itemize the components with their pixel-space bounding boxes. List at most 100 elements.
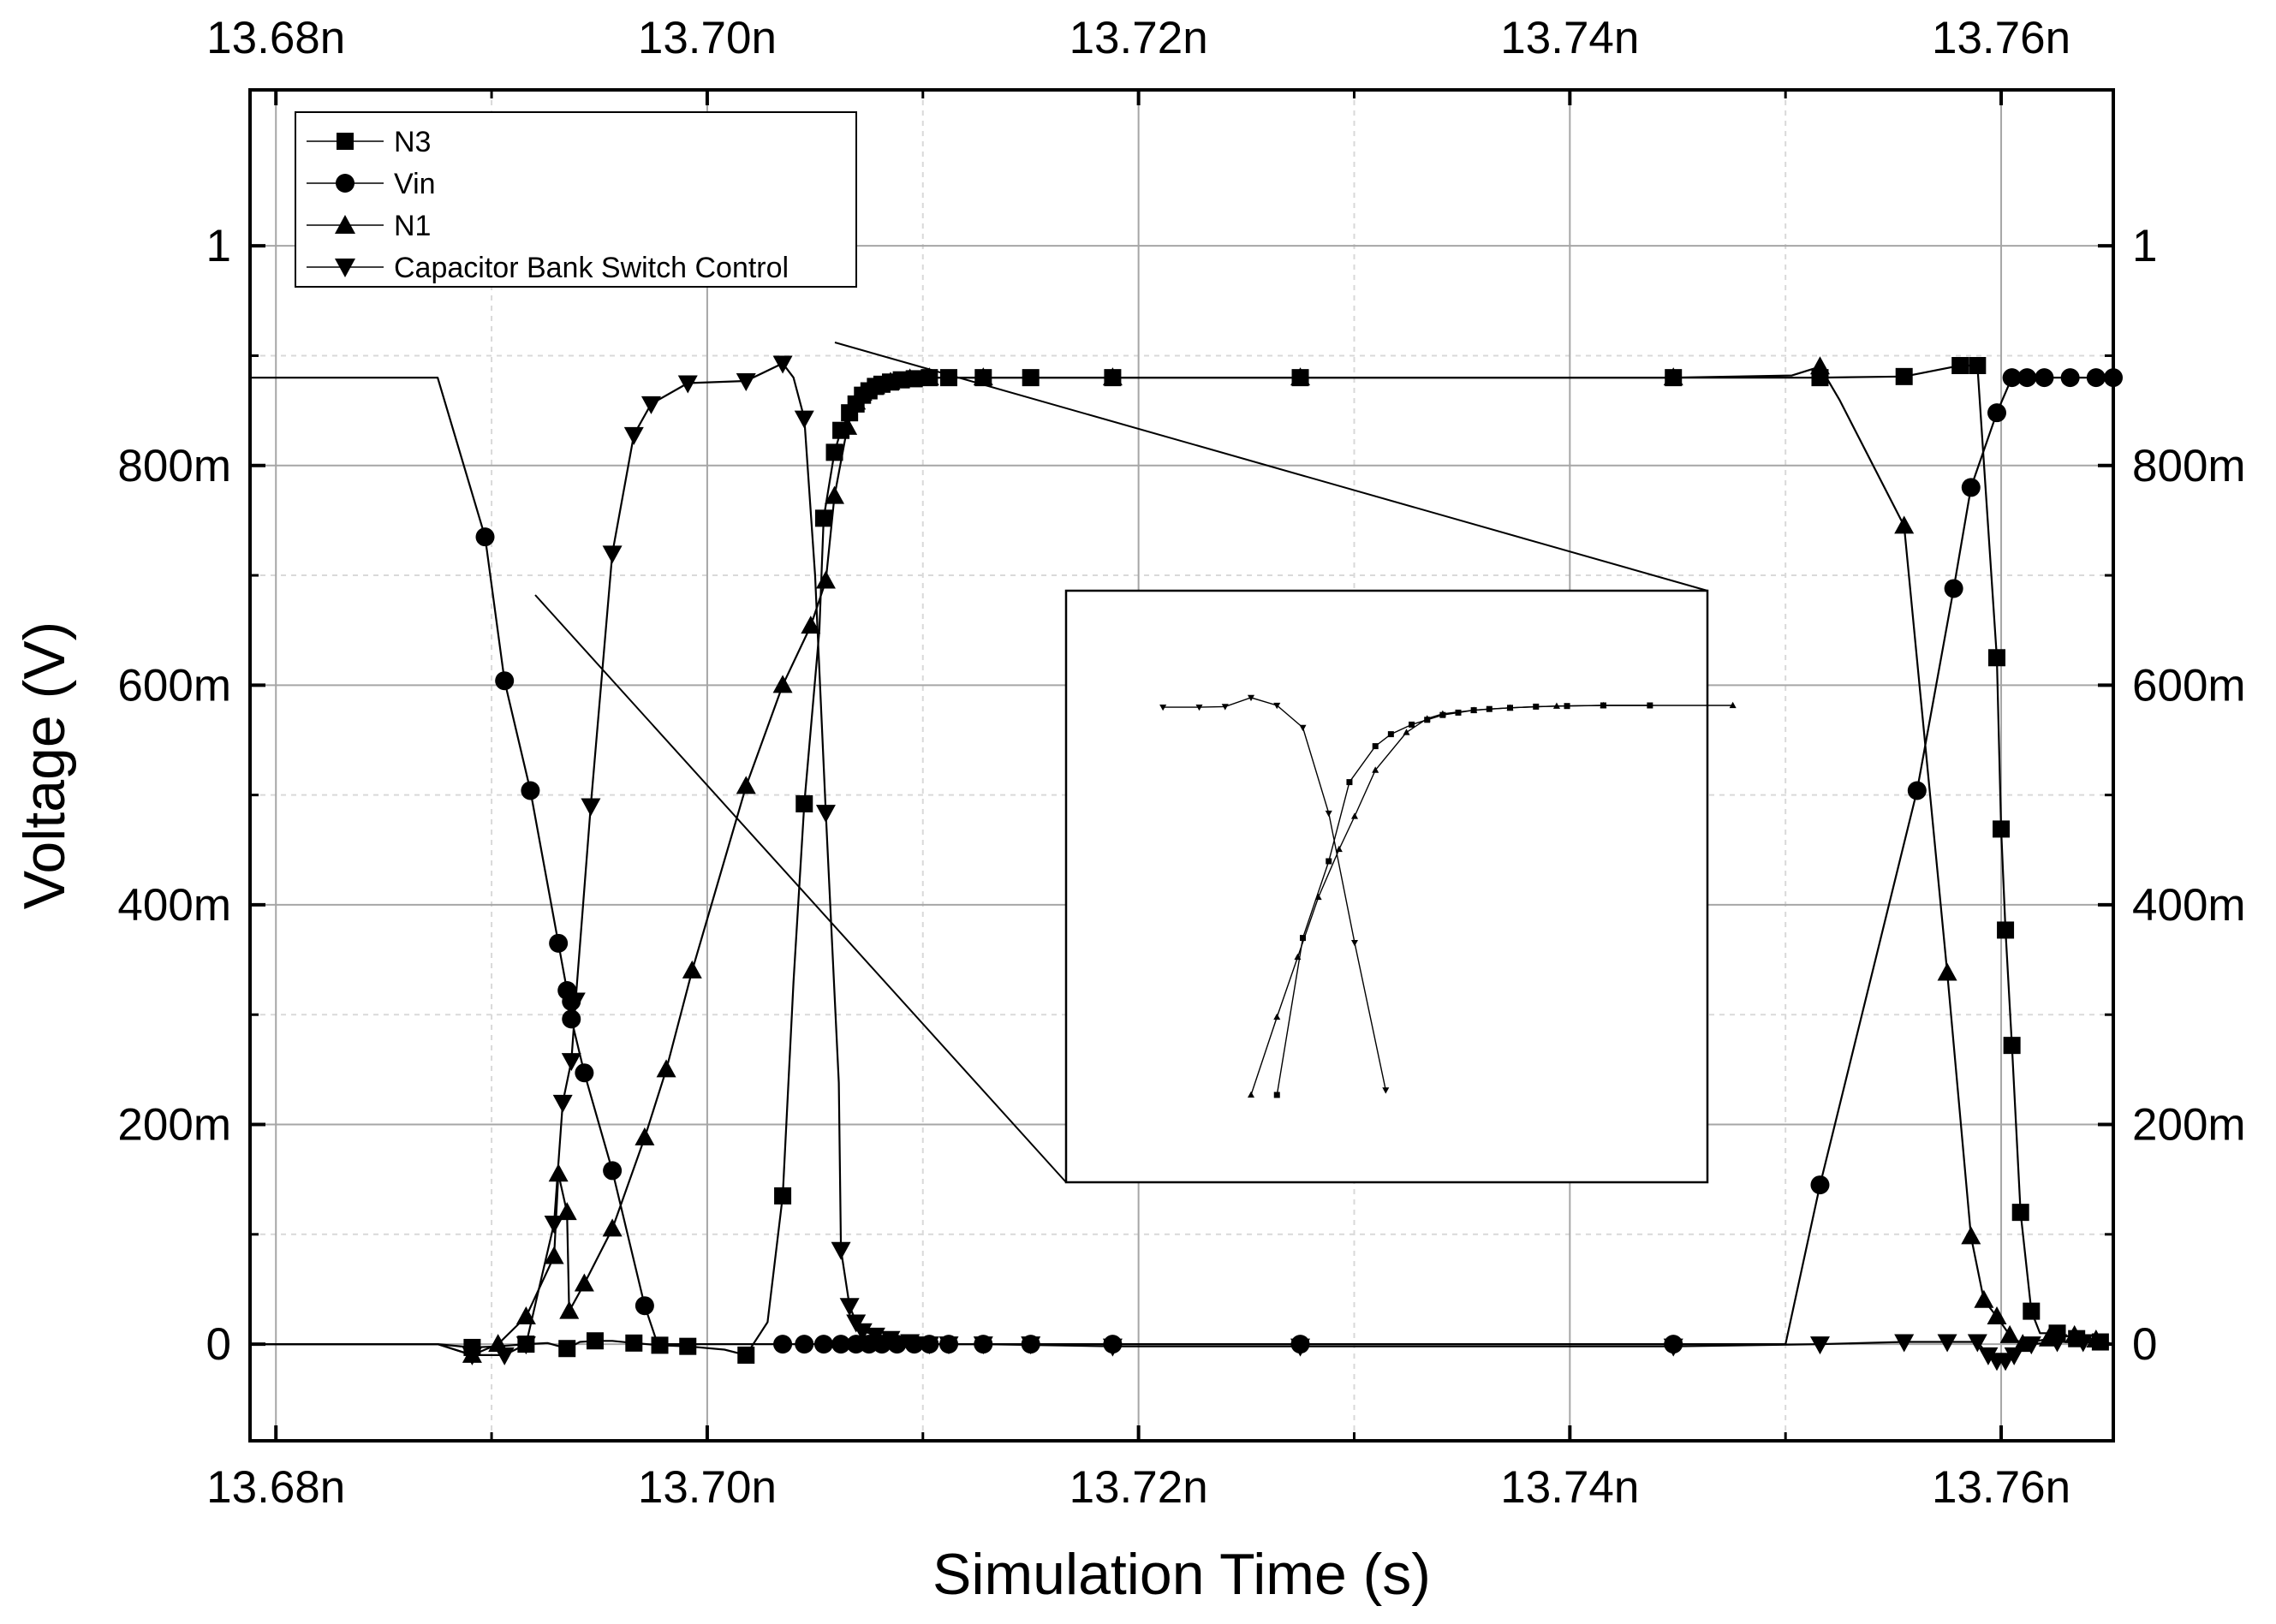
y-tick-label-right: 600m bbox=[2132, 660, 2246, 711]
y-axis-title: Voltage (V) bbox=[12, 622, 77, 909]
point-capacitor-bank-switch-control-triangle-down-marker bbox=[462, 1347, 482, 1365]
point-capacitor-bank-switch-control-triangle-down-marker bbox=[561, 1053, 581, 1072]
point-vin-circle-marker bbox=[2017, 368, 2037, 388]
point-n1-triangle-up-marker bbox=[544, 1246, 564, 1264]
inset-point-capacitor-bank-switch-control-triangle-down-marker bbox=[1325, 810, 1332, 818]
inset-point-n1-triangle-up-marker bbox=[1600, 701, 1607, 709]
point-capacitor-bank-switch-control-triangle-down-marker bbox=[1663, 1338, 1683, 1357]
point-vin-circle-marker bbox=[562, 1009, 581, 1029]
point-capacitor-bank-switch-control-triangle-down-marker bbox=[1809, 1336, 1830, 1355]
legend-label-capacitor-bank-switch-control: Capacitor Bank Switch Control bbox=[394, 252, 789, 284]
point-capacitor-bank-switch-control-triangle-down-marker bbox=[565, 992, 586, 1011]
y-tick-label-left: 400m bbox=[117, 880, 231, 931]
legend-marker-triangle-down bbox=[335, 259, 355, 277]
legend-item-n3: N3 bbox=[307, 126, 431, 158]
x-tick-label-top: 13.74n bbox=[1500, 13, 1639, 63]
point-capacitor-bank-switch-control-triangle-down-marker bbox=[973, 1336, 993, 1355]
legend-label-n1: N1 bbox=[394, 210, 431, 242]
y-tick-label-right: 400m bbox=[2132, 880, 2246, 931]
point-n3-square-marker bbox=[774, 1187, 792, 1205]
point-capacitor-bank-switch-control-triangle-down-marker bbox=[772, 355, 793, 374]
point-n3-square-marker bbox=[1988, 649, 2005, 667]
point-capacitor-bank-switch-control-triangle-down-marker bbox=[2047, 1334, 2068, 1353]
point-capacitor-bank-switch-control-triangle-down-marker bbox=[494, 1347, 515, 1365]
x-tick-label-bottom: 13.68n bbox=[206, 1462, 345, 1513]
point-vin-circle-marker bbox=[813, 1335, 833, 1354]
point-capacitor-bank-switch-control-triangle-down-marker bbox=[552, 1094, 573, 1113]
zoom-inset bbox=[534, 342, 1737, 1184]
point-capacitor-bank-switch-control-triangle-down-marker bbox=[1967, 1334, 1987, 1353]
series-n1 bbox=[250, 356, 2114, 1363]
point-n1-triangle-up-marker bbox=[1987, 1306, 2007, 1325]
point-n3-square-marker bbox=[625, 1334, 643, 1352]
inset-point-n1-triangle-up-marker bbox=[1439, 710, 1446, 717]
point-vin-circle-marker bbox=[2086, 368, 2106, 388]
point-capacitor-bank-switch-control-triangle-down-marker bbox=[1894, 1334, 1915, 1353]
point-vin-circle-marker bbox=[495, 671, 515, 691]
point-vin-circle-marker bbox=[635, 1296, 654, 1316]
inset-point-capacitor-bank-switch-control-triangle-down-marker bbox=[1382, 1087, 1390, 1094]
point-n3-square-marker bbox=[825, 443, 843, 461]
minor-grid bbox=[250, 90, 2113, 1441]
point-capacitor-bank-switch-control-triangle-down-marker bbox=[2021, 1336, 2041, 1355]
point-n1-triangle-up-marker bbox=[602, 1218, 623, 1237]
inset-point-capacitor-bank-switch-control-triangle-down-marker bbox=[1247, 694, 1255, 702]
x-tick-label-top: 13.72n bbox=[1069, 13, 1208, 63]
point-n3-square-marker bbox=[2003, 1037, 2021, 1055]
inset-point-n1-triangle-up-marker bbox=[1506, 704, 1514, 711]
point-capacitor-bank-switch-control-triangle-down-marker bbox=[831, 1241, 851, 1260]
point-capacitor-bank-switch-control-triangle-down-marker bbox=[1978, 1347, 1999, 1365]
inset-point-n1-triangle-up-marker bbox=[1423, 715, 1431, 722]
point-n1-triangle-up-marker bbox=[880, 372, 901, 390]
point-capacitor-bank-switch-control-triangle-down-marker bbox=[1102, 1338, 1123, 1357]
x-tick-label-bottom: 13.76n bbox=[1932, 1462, 2070, 1513]
point-n1-triangle-up-marker bbox=[825, 485, 845, 504]
point-vin-circle-marker bbox=[2002, 368, 2022, 388]
point-n3-square-marker bbox=[1895, 367, 1913, 385]
point-vin-circle-marker bbox=[1961, 478, 1981, 497]
point-n3-square-marker bbox=[795, 794, 813, 812]
point-vin-circle-marker bbox=[795, 1335, 814, 1354]
point-n3-square-marker bbox=[1997, 921, 2015, 939]
point-capacitor-bank-switch-control-triangle-down-marker bbox=[2073, 1334, 2094, 1353]
point-n3-square-marker bbox=[737, 1346, 755, 1364]
point-n1-triangle-up-marker bbox=[1102, 367, 1123, 386]
point-capacitor-bank-switch-control-triangle-down-marker bbox=[623, 426, 644, 445]
y-tick-label-left: 0 bbox=[206, 1319, 231, 1370]
point-n1-triangle-up-marker bbox=[656, 1059, 676, 1078]
legend-marker-circle bbox=[336, 174, 355, 193]
inset-point-n1-triangle-up-marker bbox=[1470, 706, 1478, 713]
point-n3-square-marker bbox=[651, 1336, 669, 1354]
y-tick-label-right: 200m bbox=[2132, 1100, 2246, 1151]
point-n1-triangle-up-marker bbox=[973, 367, 993, 386]
inset-series-capacitor-bank-switch-control bbox=[1159, 694, 1390, 1094]
point-n1-triangle-up-marker bbox=[865, 376, 885, 395]
inset-point-n1-triangle-up-marker bbox=[1314, 893, 1322, 901]
point-n1-triangle-up-marker bbox=[488, 1334, 509, 1353]
series-capacitor-bank-switch-control bbox=[250, 355, 2114, 1371]
point-capacitor-bank-switch-control-triangle-down-marker bbox=[794, 410, 814, 429]
inset-point-n3-square-marker bbox=[1273, 1092, 1280, 1098]
point-capacitor-bank-switch-control-triangle-down-marker bbox=[1290, 1338, 1311, 1357]
legend: N3 Vin N1 Capacitor Bank Switch Control bbox=[295, 111, 857, 288]
point-capacitor-bank-switch-control-triangle-down-marker bbox=[880, 1330, 901, 1349]
point-capacitor-bank-switch-control-triangle-down-marker bbox=[581, 798, 601, 817]
inset-point-n1-triangle-up-marker bbox=[1403, 729, 1410, 735]
point-vin-circle-marker bbox=[1907, 781, 1927, 800]
point-vin-circle-marker bbox=[475, 527, 495, 547]
point-vin-circle-marker bbox=[831, 1335, 851, 1354]
point-n1-triangle-up-marker bbox=[1961, 1226, 1981, 1245]
inset-point-n3-square-marker bbox=[1387, 731, 1394, 738]
point-capacitor-bank-switch-control-triangle-down-marker bbox=[919, 1336, 939, 1355]
point-vin-circle-marker bbox=[1987, 403, 2006, 423]
point-n1-triangle-up-marker bbox=[900, 368, 921, 387]
point-n3-square-marker bbox=[2011, 1204, 2029, 1222]
point-n1-triangle-up-marker bbox=[919, 367, 939, 386]
point-n1-triangle-up-marker bbox=[1894, 515, 1915, 534]
y-tick-label-left: 800m bbox=[117, 441, 231, 491]
point-n1-triangle-up-marker bbox=[815, 570, 836, 589]
inset-point-n1-triangle-up-marker bbox=[1729, 701, 1737, 709]
point-capacitor-bank-switch-control-triangle-down-marker bbox=[1021, 1336, 1041, 1355]
point-capacitor-bank-switch-control-triangle-down-marker bbox=[602, 545, 623, 564]
